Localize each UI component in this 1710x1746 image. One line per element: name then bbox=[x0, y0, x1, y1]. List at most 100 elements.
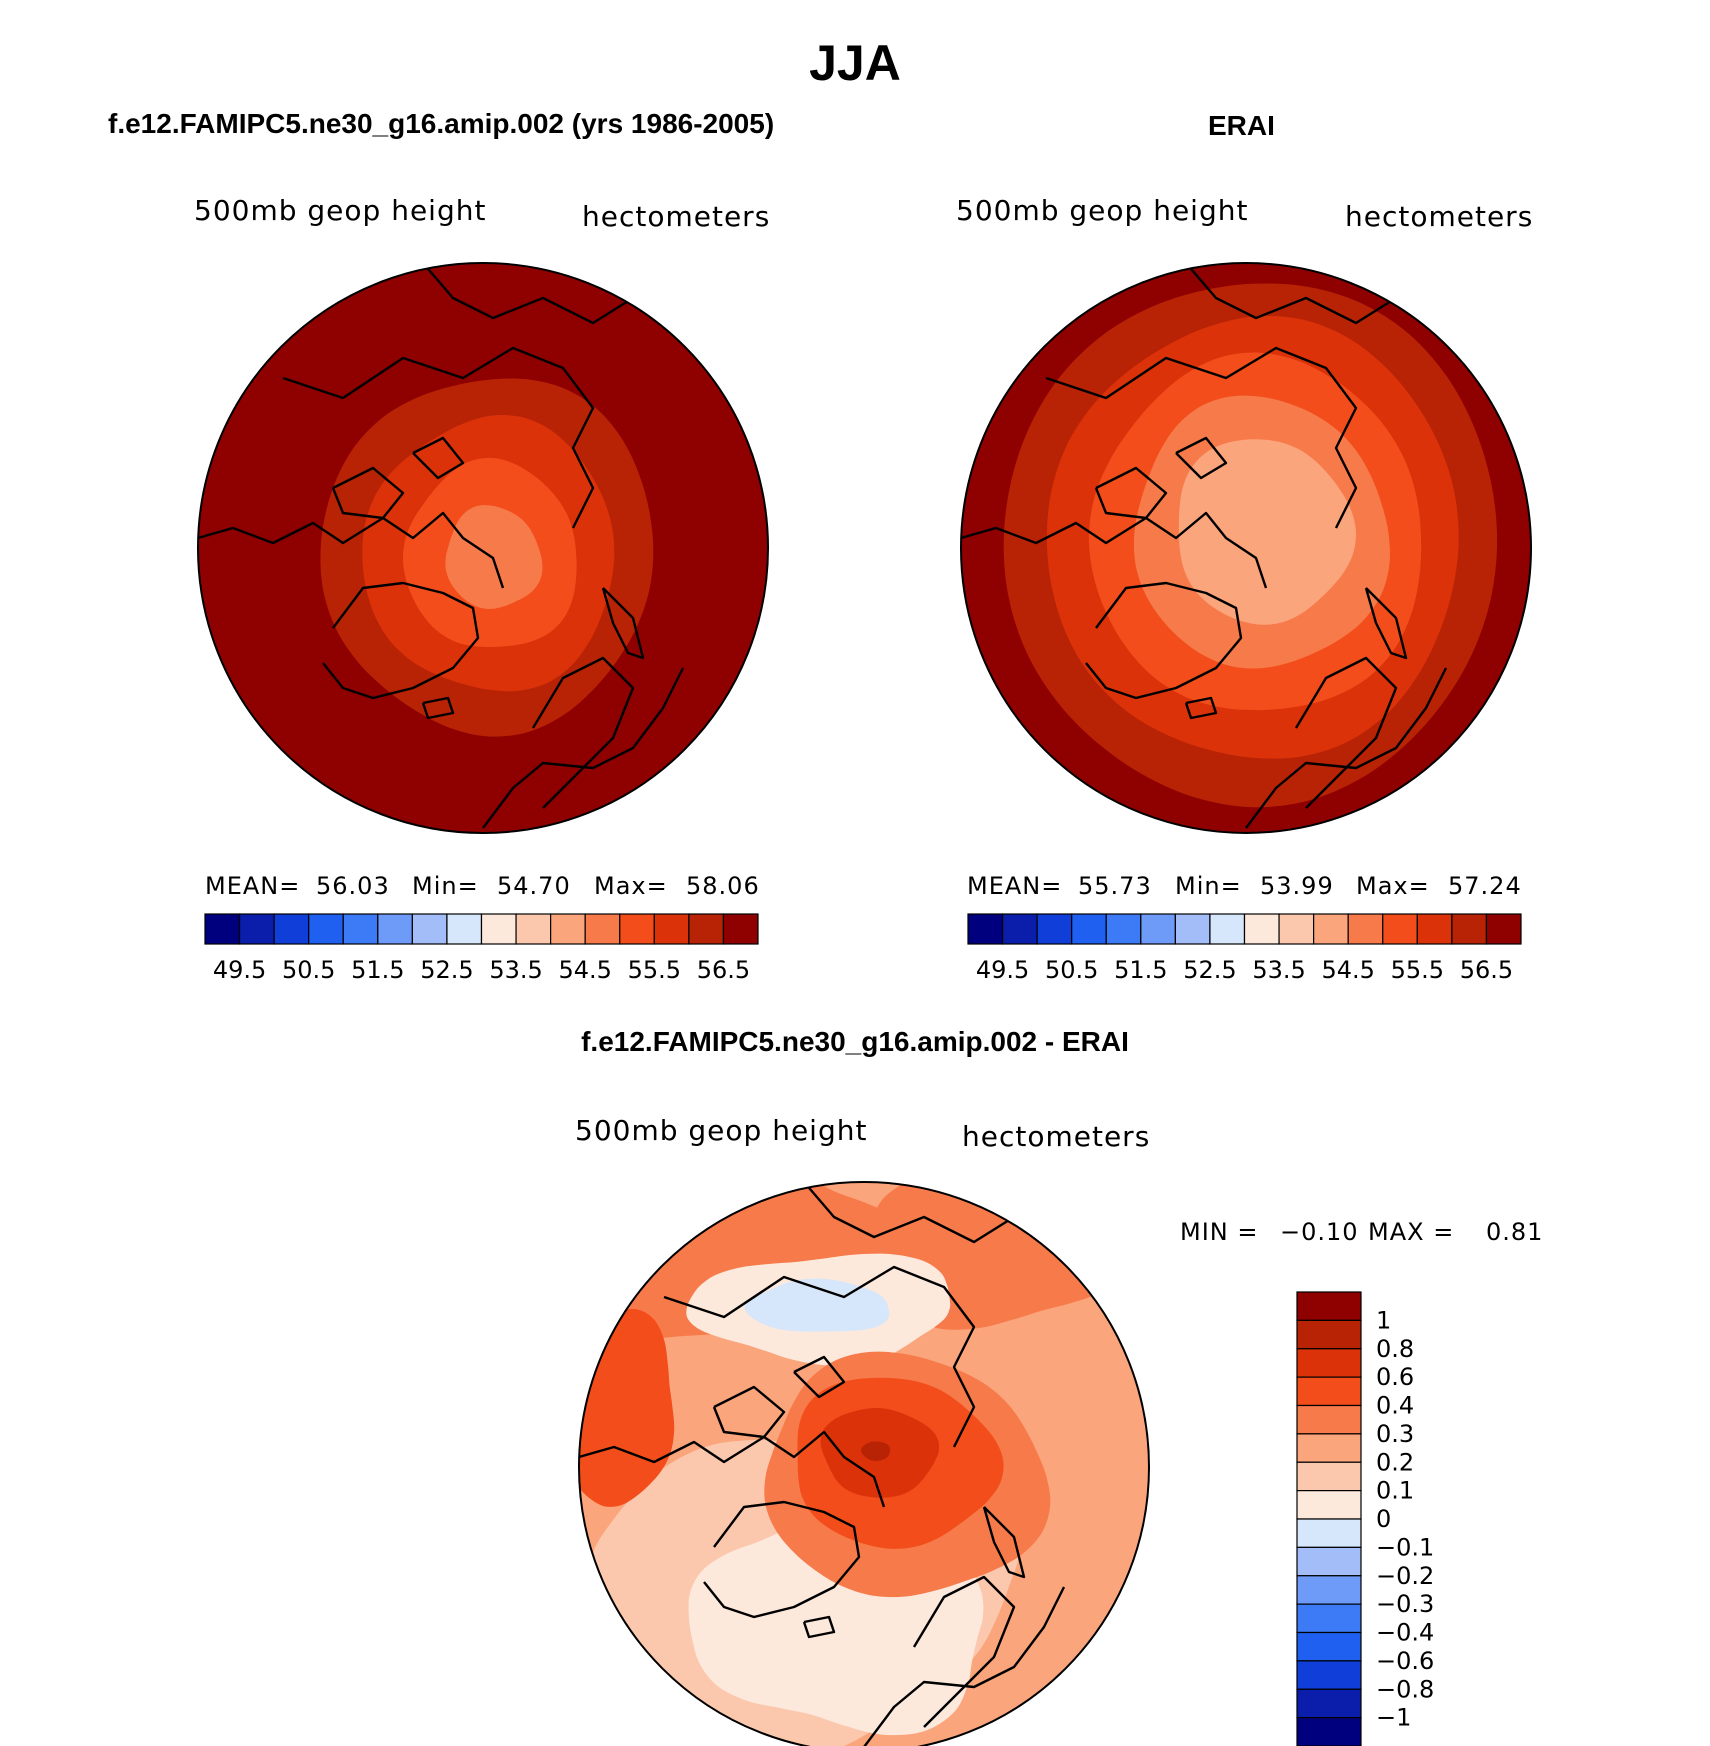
panel-3-colorbar-swatch bbox=[1296, 1490, 1362, 1520]
panel-1-colorbar-swatch bbox=[238, 913, 275, 945]
panel-2-coast-alaska bbox=[1185, 263, 1397, 325]
panel-3-colorbar-tick: −0.8 bbox=[1376, 1675, 1434, 1703]
panel-2-colorbar-swatch bbox=[1313, 913, 1349, 945]
panel-1-coast-archipelago1 bbox=[331, 466, 405, 520]
panel-3-colorbar-tick: 0.8 bbox=[1376, 1335, 1414, 1363]
panel-1-colorbar-swatch bbox=[515, 913, 552, 945]
panel-1-colorbar-swatch bbox=[273, 913, 310, 945]
panel-3-coast-novaya bbox=[982, 1506, 1026, 1579]
panel-2-colorbar-swatch bbox=[967, 913, 1004, 945]
panel-3-colorbar-tick: −0.4 bbox=[1376, 1619, 1434, 1647]
panel-1-coast-greenland bbox=[322, 581, 480, 700]
panel-2-coast-siberia bbox=[1045, 346, 1358, 529]
panel-1-colorbar-tick: 56.5 bbox=[697, 956, 750, 984]
panel-3-coast-greenland bbox=[703, 1500, 861, 1619]
panel-3-max-label: MAX = bbox=[1368, 1218, 1455, 1246]
panel-2-coast-europe bbox=[1245, 667, 1448, 829]
panel-1-colorbar-tick: 52.5 bbox=[420, 956, 473, 984]
panel-2-colorbar-tick: 53.5 bbox=[1252, 956, 1305, 984]
panel-1-colorbar-tick: 51.5 bbox=[351, 956, 404, 984]
panel-1-colorbar: 49.5 50.5 51.5 52.5 53.5 54.5 55.5 56.5 bbox=[204, 913, 759, 984]
panel-3-coast-alaska bbox=[803, 1182, 1015, 1244]
panel-2-colorbar-tick: 55.5 bbox=[1391, 956, 1444, 984]
panel-1-colorbar-swatch bbox=[204, 913, 241, 945]
panel-1-title: f.e12.FAMIPC5.ne30_g16.amip.002 (yrs 198… bbox=[108, 108, 775, 139]
panel-3-variable-label: 500mb geop height bbox=[575, 1114, 868, 1147]
panel-1-coast-archipelago2 bbox=[412, 436, 465, 480]
panel-2-max-value: 57.24 bbox=[1448, 872, 1522, 900]
panel-2-colorbar: 49.5 50.5 51.5 52.5 53.5 54.5 55.5 56.5 bbox=[967, 913, 1522, 984]
panel-3-colorbar-tick: −0.6 bbox=[1376, 1647, 1434, 1675]
panel-2-units-label: hectometers bbox=[1345, 200, 1534, 233]
panel-3-colorbar-tick: 0.3 bbox=[1376, 1420, 1414, 1448]
panel-2-colorbar-swatch bbox=[1347, 913, 1384, 945]
panel-1-colorbar-swatch bbox=[342, 913, 379, 945]
panel-2-min-label: Min= bbox=[1175, 872, 1242, 900]
panel-3-colorbar-tick: 0.6 bbox=[1376, 1363, 1414, 1391]
panel-2-min-value: 53.99 bbox=[1260, 872, 1334, 900]
panel-3-coast-archipelago1 bbox=[712, 1385, 786, 1439]
panel-3-colorbar-swatch bbox=[1296, 1603, 1362, 1634]
panel-1-coast-scandinavia bbox=[531, 656, 635, 809]
panel-2-coast-archipelago1 bbox=[1094, 466, 1168, 520]
panel-3-colorbar-tick: 0.1 bbox=[1376, 1477, 1414, 1505]
panel-2-mean-label: MEAN= bbox=[967, 872, 1063, 900]
panel-3-colorbar-swatch bbox=[1296, 1546, 1362, 1577]
panel-3-coast-europe bbox=[863, 1586, 1066, 1746]
panel-1-max-label: Max= bbox=[594, 872, 668, 900]
panel-3-contour-band bbox=[861, 1441, 891, 1461]
panel-3-colorbar-swatch bbox=[1296, 1348, 1362, 1378]
panel-3-colorbar-tick: 0 bbox=[1376, 1505, 1391, 1533]
panel-1-colorbar-swatch bbox=[480, 913, 517, 945]
panel-1-coast-iceland bbox=[421, 696, 455, 720]
panel-3-min-label: MIN = bbox=[1180, 1218, 1259, 1246]
panel-2-colorbar-swatch bbox=[1071, 913, 1107, 945]
panel-1-coast-novaya bbox=[601, 587, 645, 660]
panel-1-colorbar-swatch bbox=[584, 913, 621, 945]
panel-1-max-value: 58.06 bbox=[686, 872, 760, 900]
panel-1-mean-value: 56.03 bbox=[316, 872, 390, 900]
panel-3-coastlines bbox=[579, 1182, 1066, 1746]
panel-3-colorbar-swatch bbox=[1296, 1291, 1362, 1321]
panel-3-colorbar-tick: −1 bbox=[1376, 1704, 1411, 1732]
panel-3-contour-fill bbox=[579, 1182, 1149, 1746]
panel-3-colorbar-swatch bbox=[1296, 1319, 1362, 1350]
panel-1-map-border bbox=[197, 262, 769, 834]
panel-1-coast-siberia bbox=[282, 346, 595, 529]
panel-1-colorbar-swatch bbox=[377, 913, 413, 945]
panel-1-colorbar-swatch bbox=[653, 913, 690, 945]
panel-3-colorbar-swatch bbox=[1296, 1717, 1362, 1746]
panel-3-colorbar-tick: 0.2 bbox=[1376, 1448, 1414, 1476]
panel-2-colorbar-swatch bbox=[1382, 913, 1418, 945]
panel-3-min-value: −0.10 bbox=[1280, 1218, 1359, 1246]
panel-2-coast-novaya bbox=[1364, 587, 1408, 660]
panel-2-colorbar-swatch bbox=[1278, 913, 1315, 945]
panel-3-colorbar-swatch bbox=[1296, 1376, 1362, 1407]
panel-3-map-border bbox=[578, 1181, 1150, 1746]
panel-1-colorbar-tick: 53.5 bbox=[489, 956, 542, 984]
panel-3-colorbar-swatch bbox=[1296, 1631, 1362, 1662]
panel-2-map-border bbox=[960, 262, 1532, 834]
panel-1-colorbar-tick: 54.5 bbox=[558, 956, 611, 984]
panel-1-contour-fill bbox=[198, 263, 768, 833]
panel-3-colorbar-swatch bbox=[1296, 1433, 1362, 1463]
panel-2-title: ERAI bbox=[1208, 110, 1275, 141]
panel-3-units-label: hectometers bbox=[962, 1120, 1151, 1153]
panel-1-colorbar-swatch bbox=[619, 913, 655, 945]
panel-3-coast-scandinavia bbox=[912, 1575, 1016, 1728]
figure-title: JJA bbox=[809, 35, 901, 91]
panel-3-map bbox=[578, 1181, 1150, 1746]
panel-1-mean-label: MEAN= bbox=[205, 872, 301, 900]
panel-1-coast-europe bbox=[482, 667, 685, 829]
panel-1-contour-band bbox=[445, 505, 543, 609]
panel-3-contour-band bbox=[579, 1308, 675, 1507]
panel-2-colorbar-tick: 56.5 bbox=[1460, 956, 1513, 984]
panel-1-colorbar-swatch bbox=[308, 913, 344, 945]
panel-3-title: f.e12.FAMIPC5.ne30_g16.amip.002 - ERAI bbox=[581, 1026, 1129, 1057]
panel-2-colorbar-swatch bbox=[1416, 913, 1453, 945]
panel-3-colorbar-swatch bbox=[1296, 1404, 1362, 1435]
panel-2-map bbox=[960, 262, 1532, 834]
panel-1-variable-label: 500mb geop height bbox=[194, 194, 487, 227]
panel-3-colorbar-swatch bbox=[1296, 1518, 1362, 1548]
panel-2-colorbar-tick: 49.5 bbox=[976, 956, 1029, 984]
